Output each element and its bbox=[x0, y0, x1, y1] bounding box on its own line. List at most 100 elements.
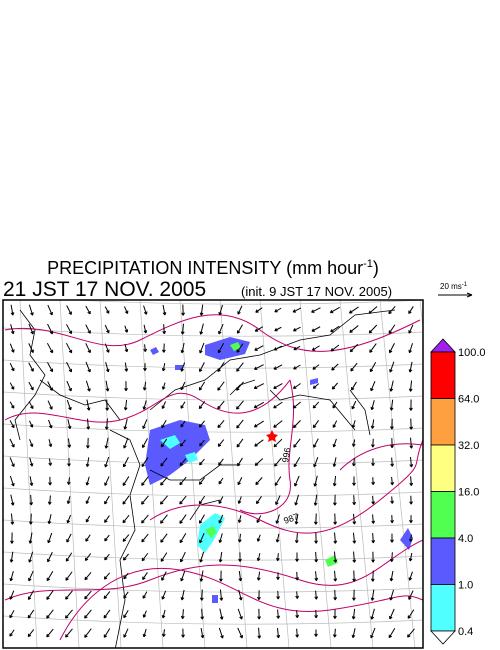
wind-arrow bbox=[236, 400, 244, 410]
wind-arrow bbox=[10, 324, 15, 335]
reference-text: 20 ms bbox=[440, 282, 462, 291]
wind-arrow bbox=[28, 551, 34, 563]
wind-arrow bbox=[162, 304, 167, 316]
wind-arrow bbox=[294, 513, 299, 525]
wind-arrow bbox=[47, 495, 52, 505]
wind-arrow bbox=[161, 571, 167, 581]
wind-arrow bbox=[143, 324, 148, 334]
wind-arrow bbox=[27, 629, 35, 638]
wind-arrow bbox=[180, 381, 186, 391]
wind-arrow bbox=[219, 608, 224, 620]
grid-line bbox=[3, 455, 423, 465]
wind-arrow bbox=[198, 477, 206, 485]
wind-arrow bbox=[237, 627, 243, 639]
wind-arrow bbox=[28, 323, 34, 335]
wind-arrow bbox=[238, 552, 242, 562]
wind-arrow bbox=[66, 477, 71, 485]
wind-arrow bbox=[407, 628, 415, 638]
wind-arrow bbox=[141, 457, 149, 467]
wind-arrow bbox=[351, 628, 356, 639]
wind-arrow bbox=[180, 570, 186, 582]
colorbar-segment bbox=[430, 584, 456, 632]
wind-arrow bbox=[238, 571, 243, 582]
wind-arrow bbox=[237, 477, 243, 486]
wind-arrow bbox=[409, 399, 413, 411]
wind-arrow bbox=[27, 609, 35, 619]
wind-arrow bbox=[142, 419, 148, 429]
precip-area bbox=[160, 435, 198, 463]
wind-arrow bbox=[293, 345, 301, 351]
wind-arrow bbox=[66, 533, 72, 543]
wind-arrow bbox=[123, 591, 129, 599]
wind-arrow bbox=[408, 552, 413, 562]
wind-arrow bbox=[46, 609, 54, 619]
wind-arrow bbox=[141, 495, 149, 505]
wind-arrow bbox=[292, 307, 302, 313]
wind-arrow bbox=[313, 438, 319, 448]
wind-arrow bbox=[9, 457, 15, 467]
wind-arrow bbox=[9, 401, 15, 409]
wind-arrow bbox=[332, 438, 337, 448]
wind-arrow bbox=[180, 589, 185, 601]
wind-arrow bbox=[254, 439, 264, 447]
wind-arrow bbox=[409, 476, 414, 486]
wind-arrow bbox=[295, 571, 299, 581]
wind-arrow bbox=[124, 325, 129, 333]
wind-arrow bbox=[47, 400, 53, 410]
wind-arrow bbox=[408, 324, 414, 334]
wind-arrow bbox=[104, 495, 110, 505]
wind-arrow bbox=[199, 304, 204, 316]
wind-arrow bbox=[351, 381, 357, 391]
colorbar: 100.0 64.0 32.0 16.0 4.0 1.0 0.4 bbox=[430, 338, 486, 645]
wind-arrow bbox=[218, 477, 224, 485]
wind-arrow bbox=[122, 534, 130, 542]
wind-arrow bbox=[48, 439, 53, 448]
wind-arrow bbox=[390, 533, 394, 543]
wind-arrow bbox=[332, 401, 338, 409]
wind-arrow bbox=[275, 514, 280, 524]
wind-arrow bbox=[198, 420, 205, 428]
wind-arrow bbox=[237, 305, 243, 315]
wind-arrow bbox=[141, 552, 149, 562]
wind-arrow bbox=[122, 456, 129, 468]
wind-arrow bbox=[257, 608, 261, 620]
wind-arrow bbox=[351, 439, 356, 447]
wind-arrow bbox=[122, 476, 130, 487]
wind-arrow bbox=[29, 476, 34, 486]
wind-arrow bbox=[104, 324, 110, 334]
wind-arrow bbox=[255, 496, 262, 505]
wind-arrow bbox=[217, 420, 225, 429]
wind-arrow bbox=[274, 326, 282, 332]
wind-arrow bbox=[330, 344, 340, 352]
wind-arrow bbox=[27, 590, 35, 600]
isobar-label: 996 bbox=[280, 447, 292, 464]
isobar-label: 987 bbox=[282, 511, 300, 526]
wind-arrow bbox=[314, 551, 319, 563]
colorbar-label: 32.0 bbox=[458, 440, 479, 452]
wind-arrow bbox=[408, 590, 414, 600]
wind-arrow bbox=[236, 362, 244, 372]
wind-arrow bbox=[331, 363, 339, 371]
wind-arrow bbox=[180, 401, 186, 409]
colorbar-label: 16.0 bbox=[458, 487, 479, 499]
precip-area bbox=[145, 420, 210, 485]
reference-vector-label: 20 ms-1 bbox=[440, 282, 468, 291]
wind-arrow bbox=[313, 475, 318, 487]
title-suffix: ) bbox=[373, 258, 379, 278]
wind-arrow bbox=[48, 419, 53, 429]
wind-arrow bbox=[141, 533, 149, 543]
wind-arrow bbox=[180, 609, 185, 620]
wind-arrow bbox=[369, 362, 377, 373]
wind-arrow bbox=[181, 628, 185, 638]
wind-arrow bbox=[312, 383, 320, 389]
wind-arrow bbox=[84, 571, 92, 581]
wind-arrow bbox=[84, 590, 92, 600]
wind-arrow bbox=[351, 608, 356, 620]
wind-arrow bbox=[86, 437, 90, 449]
wind-arrow bbox=[123, 609, 129, 619]
wind-arrow bbox=[314, 629, 318, 637]
wind-arrow bbox=[10, 304, 15, 316]
wind-arrow bbox=[273, 420, 283, 428]
wind-arrow bbox=[46, 590, 54, 600]
